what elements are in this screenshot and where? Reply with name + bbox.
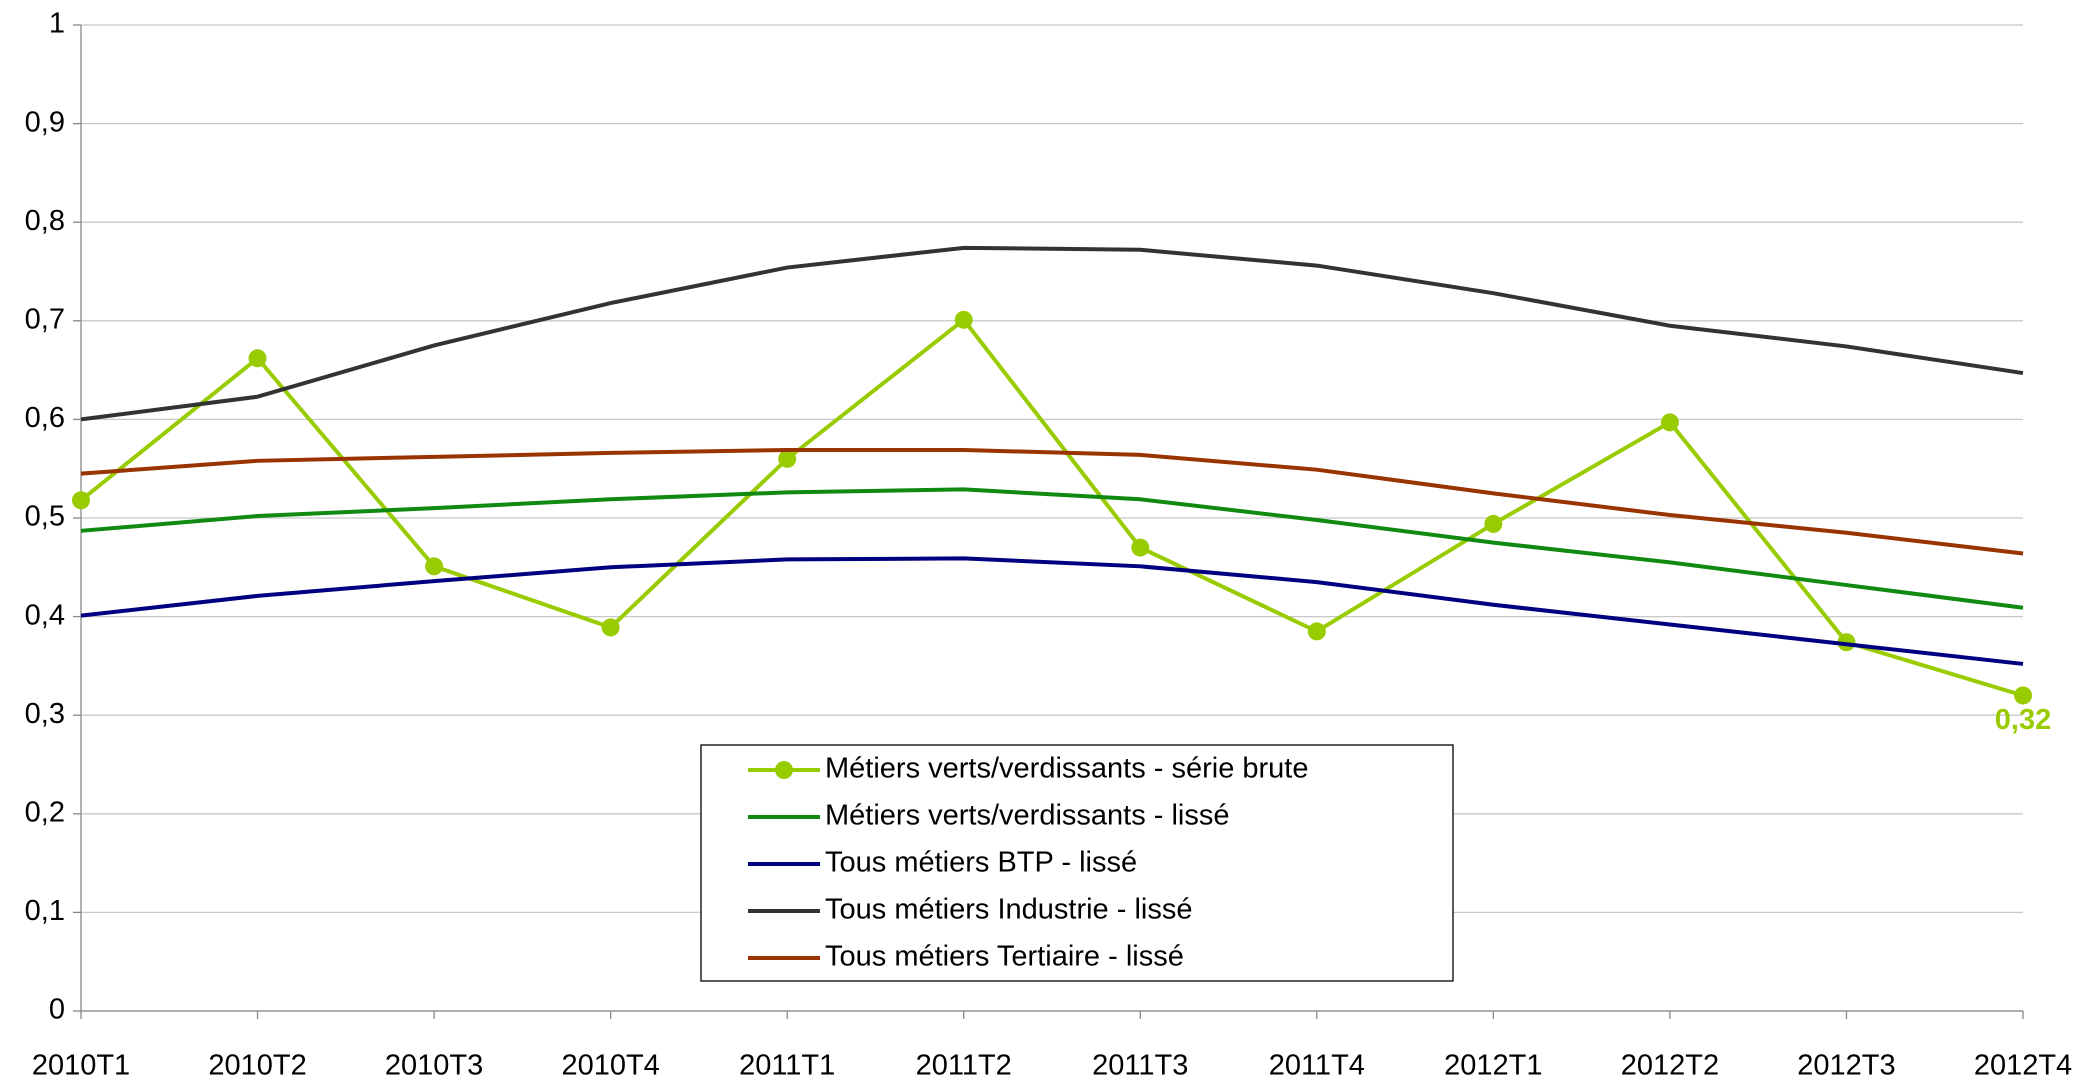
legend-label: Tous métiers Tertiaire - lissé xyxy=(825,941,1184,973)
point xyxy=(1484,514,1503,533)
point xyxy=(72,491,90,510)
legend-label: Métiers verts/verdissants - lissé xyxy=(825,800,1230,832)
x-tick-label: 2011T3 xyxy=(1092,1050,1188,1082)
legend-label: Tous métiers BTP - lissé xyxy=(825,847,1137,879)
series-line xyxy=(80,556,2024,666)
x-tick-label: 2011T4 xyxy=(1269,1050,1365,1082)
y-tick-label: 0,3 xyxy=(25,698,65,730)
point xyxy=(601,618,620,637)
y-tick-label: 0,6 xyxy=(25,402,65,434)
legend-box xyxy=(700,744,1454,982)
x-tick-label: 2010T1 xyxy=(32,1050,130,1082)
point xyxy=(425,557,444,576)
x-tick-label: 2012T4 xyxy=(1974,1050,2072,1082)
x-tick-label: 2010T4 xyxy=(561,1050,659,1082)
x-tick-label: 2012T1 xyxy=(1444,1050,1542,1082)
point xyxy=(2014,686,2032,705)
y-tick-label: 0,5 xyxy=(25,501,65,533)
point xyxy=(1131,538,1150,557)
legend-marker xyxy=(775,761,793,779)
y-tick-label: 0 xyxy=(49,994,65,1026)
x-tick-label: 2011T2 xyxy=(916,1050,1012,1082)
y-tick-label: 0,7 xyxy=(25,303,65,335)
x-tick-label: 2012T3 xyxy=(1797,1050,1895,1082)
series-line xyxy=(80,447,2024,556)
data-label: 0,32 xyxy=(1995,704,2051,736)
series-line xyxy=(80,487,2024,610)
series-line xyxy=(79,316,2024,698)
point xyxy=(778,449,797,468)
point xyxy=(1660,413,1679,432)
x-tick-label: 2010T2 xyxy=(208,1050,306,1082)
y-tick-label: 0,8 xyxy=(25,205,65,237)
x-tick-label: 2011T1 xyxy=(739,1050,835,1082)
point xyxy=(248,349,267,368)
y-tick-label: 0,2 xyxy=(25,796,65,828)
legend-label: Tous métiers Industrie - lissé xyxy=(825,894,1192,926)
y-tick-label: 0,4 xyxy=(25,599,65,631)
y-tick-label: 0,1 xyxy=(25,895,65,927)
point xyxy=(954,310,973,329)
point xyxy=(1307,622,1326,641)
x-tick-label: 2010T3 xyxy=(385,1050,483,1082)
y-tick-label: 0,9 xyxy=(25,106,65,138)
x-tick-label: 2012T2 xyxy=(1621,1050,1719,1082)
legend-label: Métiers verts/verdissants - série brute xyxy=(825,753,1308,785)
series-line xyxy=(80,245,2024,422)
y-tick-label: 1 xyxy=(49,8,65,40)
